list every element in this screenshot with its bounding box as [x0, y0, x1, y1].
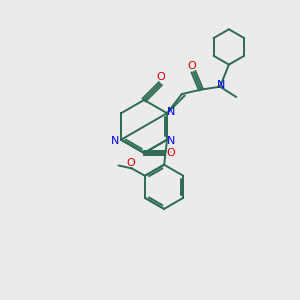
Text: O: O: [156, 72, 165, 82]
Text: N: N: [167, 107, 175, 117]
Text: N: N: [217, 80, 225, 90]
Text: N: N: [111, 136, 119, 146]
Text: O: O: [188, 61, 197, 71]
Text: O: O: [167, 148, 176, 158]
Text: N: N: [167, 136, 176, 146]
Text: O: O: [126, 158, 135, 168]
